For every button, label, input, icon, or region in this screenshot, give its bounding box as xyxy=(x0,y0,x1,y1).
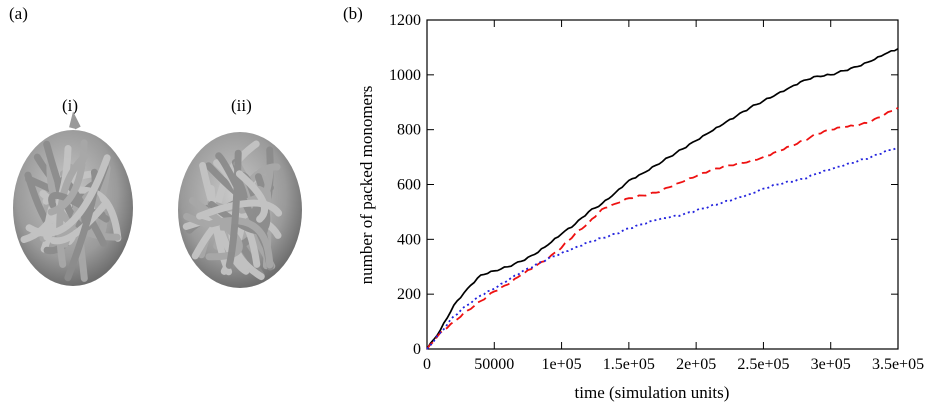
y-tick-label: 0 xyxy=(413,341,421,358)
series-layer xyxy=(426,48,899,350)
y-tick-label: 1200 xyxy=(389,12,421,29)
polymer-strand xyxy=(64,168,99,282)
y-tick-label: 400 xyxy=(397,231,421,248)
polymer-globule-images xyxy=(13,111,302,288)
polymer-globule-i xyxy=(13,111,133,286)
polymer-strand xyxy=(49,198,110,245)
polymer-strand xyxy=(199,162,250,275)
x-tick-label: 2e+05 xyxy=(676,356,716,373)
x-tick-label: 1.5e+05 xyxy=(603,356,655,373)
polymer-strand xyxy=(225,149,242,269)
x-axis: 0 50000 1e+05 1.5e+05 2e+05 2.5e+05 3e+05 3.5e+… xyxy=(423,20,924,373)
x-axis-label: time (simulation units) xyxy=(575,383,730,402)
polymer-strand xyxy=(208,217,274,269)
y-axis: 0 200 400 600 800 1000 1200 xyxy=(389,12,898,358)
x-tick-label: 50000 xyxy=(474,356,514,373)
x-tick-label: 1e+05 xyxy=(542,356,582,373)
panel-a-label: (a) xyxy=(9,4,28,23)
x-tick-label: 2.5e+05 xyxy=(737,356,789,373)
polymer-strand xyxy=(196,199,283,220)
plot-frame xyxy=(426,19,899,350)
y-axis-label: number of packed monomers xyxy=(357,86,376,285)
y-tick-label: 800 xyxy=(397,122,421,139)
series-line-2 xyxy=(426,106,899,350)
plot-area-border xyxy=(426,19,899,350)
polymer-strand xyxy=(25,154,111,237)
x-tick-label: 3.5e+05 xyxy=(872,356,924,373)
y-tick-label: 1000 xyxy=(389,67,421,84)
y-tick-label: 200 xyxy=(397,286,421,303)
x-tick-label: 3e+05 xyxy=(811,356,851,373)
polymer-strand xyxy=(235,170,268,223)
series-line-1 xyxy=(426,48,899,350)
series-line-3 xyxy=(426,146,899,350)
polymer-strand xyxy=(47,139,88,216)
panel-b-label: (b) xyxy=(343,4,363,23)
polymer-globule-ii xyxy=(178,132,302,288)
subpanel-ii-label: (ii) xyxy=(231,96,252,115)
subpanel-i-label: (i) xyxy=(62,96,79,115)
x-tick-label: 0 xyxy=(423,356,431,373)
y-tick-label: 600 xyxy=(397,177,421,194)
